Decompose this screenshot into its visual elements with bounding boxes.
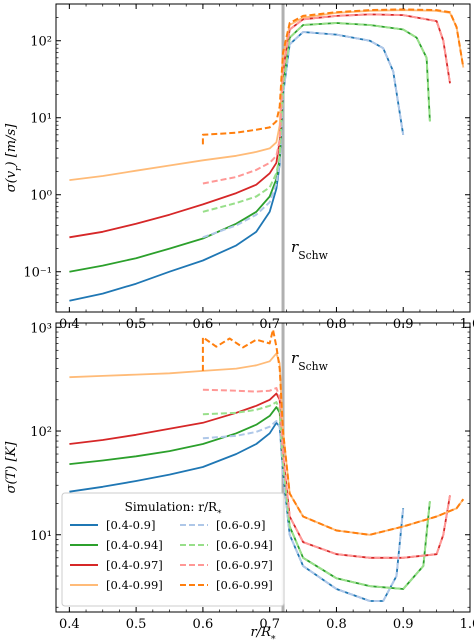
schwarzschild-label-bottom: rSchw [291,349,329,373]
legend-entry-0: [0.4-0.9] [106,518,155,532]
y-tick-label-bottom-0: 10¹ [30,529,52,544]
legend-entry-7: [0.6-0.99] [216,578,273,592]
series-line-bottom-4 [202,420,405,602]
x-tick-label-bottom-0: 0.4 [59,617,80,632]
legend-entry-2: [0.4-0.97] [106,558,163,572]
x-tick-label-bottom-5: 0.9 [393,617,414,632]
y-tick-label-top-2: 10¹ [30,112,52,127]
y-tick-label-bottom-1: 10² [30,425,52,440]
schwarzschild-label-top: rSchw [291,238,329,262]
panel-top-velocity: 0.40.50.60.70.80.91.010⁻¹10⁰10¹10²σ(vr) … [4,3,474,332]
series-line-top-1 [69,22,431,273]
series-line-bottom-6 [202,387,451,559]
series-line-bottom-1 [69,406,431,590]
y-tick-label-top-3: 10² [30,35,52,50]
plot-frame-bottom [55,322,471,613]
x-tick-label-bottom-6: 1.0 [460,617,474,632]
series-line-top-3 [69,9,465,181]
x-tick-label-bottom-1: 0.5 [126,617,147,632]
legend-entry-1: [0.4-0.94] [106,538,163,552]
legend-box [61,492,285,607]
x-tick-label-bottom-2: 0.6 [193,617,214,632]
series-line-bottom-3 [69,352,465,536]
legend-entry-5: [0.6-0.94] [216,538,273,552]
y-tick-label-top-1: 10⁰ [30,189,52,204]
panel-bottom-temperature: 0.4 0.5 0.6 0.7 0.8 0.9 1.0 10¹ 10² 10³ σ(T) [K] r/… [4,321,474,640]
y-tick-label-bottom-2: 10³ [30,321,52,336]
x-axis-label-bottom: r/R* [250,625,275,640]
y-axis-label-top: σ(vr) [m/s] [4,123,24,192]
series-line-bottom-7 [201,328,465,536]
series-line-bottom-5 [202,401,431,590]
series-line-top-4 [202,31,405,239]
series-line-top-7 [201,8,465,145]
y-axis-label-bottom: σ(T) [K] [4,441,19,494]
series-line-top-5 [202,22,431,213]
x-tick-label-bottom-3: 0.7 [259,617,280,632]
y-tick-label-top-0: 10⁻¹ [23,266,52,281]
legend-entry-6: [0.6-0.97] [216,558,273,572]
legend-entry-4: [0.6-0.9] [216,518,265,532]
legend-title: Simulation: r/R* [125,500,222,519]
plot-frame-top [55,3,471,313]
x-tick-label-top-6: 1.0 [460,317,474,332]
series-line-top-0 [69,31,405,302]
legend: Simulation: r/R*[0.4-0.9] [0.4-0.94] [0.4-… [61,492,285,607]
legend-entry-3: [0.4-0.99] [106,578,163,592]
x-tick-label-bottom-4: 0.8 [326,617,347,632]
series-line-top-6 [202,13,451,185]
series-line-top-2 [69,13,451,239]
